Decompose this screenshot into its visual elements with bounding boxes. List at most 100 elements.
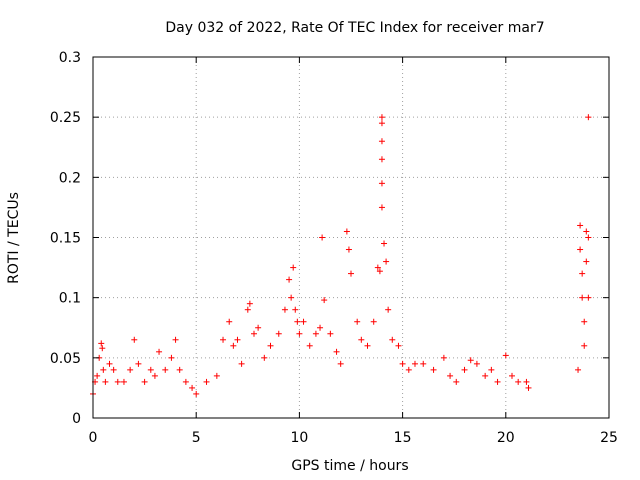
data-point [244,306,251,313]
data-point [193,390,200,397]
data-point [220,336,227,343]
data-point [135,360,142,367]
data-point [430,366,437,373]
data-point [583,228,590,235]
data-point [120,378,127,385]
data-point [255,324,262,331]
grid-layer [93,57,609,418]
x-tick-label: 25 [600,430,618,446]
data-point [378,114,385,121]
data-point [306,342,313,349]
data-point [102,378,109,385]
x-tick-label: 5 [192,430,201,446]
data-point [182,378,189,385]
data-point [381,240,388,247]
data-point [395,342,402,349]
data-point [267,342,274,349]
points-layer [90,114,592,397]
data-point [525,384,532,391]
data-point [523,378,530,385]
data-point [378,120,385,127]
data-point [281,306,288,313]
data-point [94,372,101,379]
data-point [488,366,495,373]
data-point [482,372,489,379]
data-point [110,366,117,373]
data-point [337,360,344,367]
data-point [577,222,584,229]
data-point [440,354,447,361]
data-point [461,366,468,373]
ticks-layer: 0 5 10 15 20 25 0 0.05 0.1 0.15 0.2 0.25 0.3 [50,50,618,446]
data-point [354,318,361,325]
data-point [345,246,352,253]
data-point [411,360,418,367]
data-point [473,360,480,367]
data-point [467,357,474,364]
data-point [383,258,390,265]
data-point [226,318,233,325]
data-point [261,354,268,361]
data-point [106,360,113,367]
data-point [515,378,522,385]
data-point [585,294,592,301]
data-point [370,318,377,325]
data-point [168,354,175,361]
y-tick-label: 0 [72,411,81,427]
data-point [275,330,282,337]
x-tick-label: 0 [89,430,98,446]
x-tick-label: 10 [290,430,308,446]
data-point [100,366,107,373]
data-point [234,336,241,343]
data-point [319,234,326,241]
data-point [300,318,307,325]
data-point [508,372,515,379]
data-point [389,336,396,343]
data-point [577,246,584,253]
data-point [378,180,385,187]
data-point [583,258,590,265]
data-point [286,276,293,283]
data-point [327,330,334,337]
data-point [399,360,406,367]
data-point [98,340,105,347]
y-tick-label: 0.05 [50,351,81,367]
plot-frame [92,56,610,419]
data-point [292,306,299,313]
data-point [176,366,183,373]
data-point [294,318,301,325]
data-point [189,384,196,391]
data-point [288,294,295,301]
x-tick-label: 20 [497,430,515,446]
data-point [579,294,586,301]
data-point [99,345,106,352]
data-point [321,297,328,304]
y-tick-label: 0.1 [59,291,81,307]
chart-title: Day 032 of 2022, Rate Of TEC Index for r… [165,20,544,36]
data-point [290,264,297,271]
data-point [230,342,237,349]
x-tick-label: 15 [394,430,412,446]
data-point [162,366,169,373]
data-point [348,270,354,277]
data-point [333,348,340,355]
data-point [453,378,460,385]
data-point [494,378,501,385]
data-point [585,234,592,241]
data-point [131,336,138,343]
data-point [358,336,365,343]
data-point [447,372,454,379]
data-point [374,264,381,271]
data-point [385,306,392,313]
data-point [172,336,179,343]
data-point [581,318,588,325]
y-axis-label: ROTI / TECUs [6,192,22,284]
data-point [203,378,210,385]
data-point [312,330,319,337]
data-point [378,204,385,211]
y-tick-label: 0.25 [50,110,81,126]
data-point [579,270,586,277]
data-point [405,366,412,373]
data-point [127,366,134,373]
data-point [213,372,220,379]
